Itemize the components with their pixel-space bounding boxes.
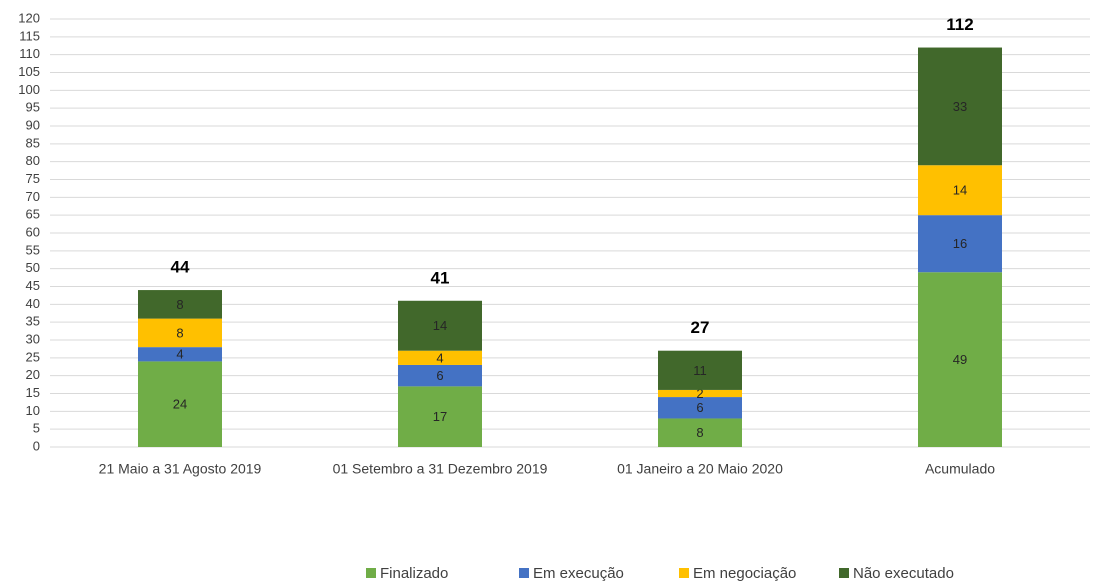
total-label: 27 xyxy=(691,318,710,337)
y-tick-label: 75 xyxy=(26,171,40,186)
bar-segment xyxy=(918,272,1002,447)
y-tick-label: 105 xyxy=(18,64,40,79)
bar-segment xyxy=(138,361,222,447)
bar-segment xyxy=(138,290,222,319)
total-label: 44 xyxy=(171,258,190,277)
y-tick-label: 40 xyxy=(26,296,40,311)
bar-segment xyxy=(918,215,1002,273)
y-tick-label: 0 xyxy=(33,438,40,453)
legend-label: Não executado xyxy=(853,565,954,581)
y-tick-label: 55 xyxy=(26,242,40,257)
segment-label: 11 xyxy=(693,363,707,378)
y-tick-label: 90 xyxy=(26,117,40,132)
segment-label: 8 xyxy=(176,325,183,340)
segment-label: 16 xyxy=(953,236,967,251)
x-tick-label: Acumulado xyxy=(925,461,995,477)
y-tick-label: 120 xyxy=(18,10,40,25)
bar-segment xyxy=(658,389,742,398)
total-label: 112 xyxy=(946,15,973,34)
segment-label: 14 xyxy=(953,183,967,198)
legend-swatch xyxy=(519,568,529,578)
bar-segment xyxy=(398,350,482,365)
segment-label: 8 xyxy=(176,297,183,312)
y-tick-label: 15 xyxy=(26,385,40,400)
bar-segment xyxy=(398,386,482,447)
legend-swatch xyxy=(679,568,689,578)
y-tick-label: 60 xyxy=(26,224,40,239)
y-tick-label: 45 xyxy=(26,278,40,293)
legend-swatch xyxy=(839,568,849,578)
bar-segment xyxy=(658,397,742,419)
segment-label: 8 xyxy=(696,425,703,440)
y-tick-label: 10 xyxy=(26,403,40,418)
x-tick-label: 01 Setembro a 31 Dezembro 2019 xyxy=(333,461,548,477)
bar-segment xyxy=(138,347,222,362)
y-tick-label: 95 xyxy=(26,100,40,115)
segment-label: 6 xyxy=(436,368,443,383)
y-tick-label: 70 xyxy=(26,189,40,204)
segment-label: 4 xyxy=(436,350,443,365)
segment-label: 17 xyxy=(433,409,447,424)
bar-segment xyxy=(658,350,742,390)
y-tick-label: 5 xyxy=(33,421,40,436)
y-tick-label: 35 xyxy=(26,314,40,329)
y-tick-label: 20 xyxy=(26,367,40,382)
bar-segment xyxy=(138,318,222,348)
bar-segment xyxy=(918,165,1002,216)
y-tick-label: 100 xyxy=(18,82,40,97)
y-tick-label: 65 xyxy=(26,207,40,222)
y-tick-label: 30 xyxy=(26,331,40,346)
segment-label: 33 xyxy=(953,99,967,114)
segment-label: 2 xyxy=(696,386,703,401)
bar-segment xyxy=(658,418,742,447)
y-tick-label: 85 xyxy=(26,135,40,150)
y-tick-label: 115 xyxy=(19,28,40,43)
y-tick-label: 80 xyxy=(26,153,40,168)
x-tick-label: 01 Janeiro a 20 Maio 2020 xyxy=(617,461,783,477)
y-tick-label: 25 xyxy=(26,349,40,364)
legend-label: Finalizado xyxy=(380,565,448,581)
segment-label: 14 xyxy=(433,318,447,333)
legend-swatch xyxy=(366,568,376,578)
legend-label: Em negociação xyxy=(693,565,796,581)
bar-segment xyxy=(918,47,1002,166)
x-tick-label: 21 Maio a 31 Agosto 2019 xyxy=(99,461,262,477)
segment-label: 24 xyxy=(173,397,187,412)
y-tick-label: 110 xyxy=(19,46,40,61)
bar-segment xyxy=(398,300,482,351)
segment-label: 49 xyxy=(953,352,967,367)
total-label: 41 xyxy=(431,268,450,287)
legend-label: Em execução xyxy=(533,565,624,581)
segment-label: 6 xyxy=(696,400,703,415)
segment-label: 4 xyxy=(176,347,183,362)
bar-segment xyxy=(398,364,482,387)
y-tick-label: 50 xyxy=(26,260,40,275)
